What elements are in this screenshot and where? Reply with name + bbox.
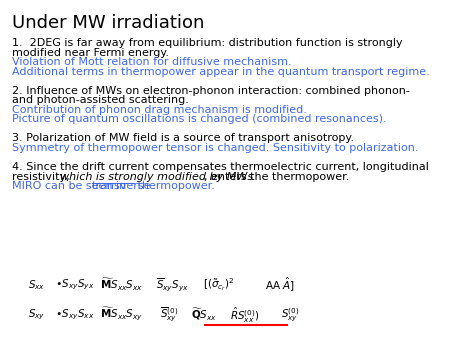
Text: modified near Fermi energy.: modified near Fermi energy. xyxy=(12,48,169,58)
Text: Additional terms in thermopower appear in the quantum transport regime.: Additional terms in thermopower appear i… xyxy=(12,67,429,77)
Text: $\overline{\mathbf{\mathit{S}}}^{(0)}_{xy}$: $\overline{\mathbf{\mathit{S}}}^{(0)}_{x… xyxy=(160,306,178,324)
Text: 2. Influence of MWs on electron-phonon interaction: combined phonon-: 2. Influence of MWs on electron-phonon i… xyxy=(12,86,410,96)
Text: $\mathbf{\mathit{S}}_{xx}$: $\mathbf{\mathit{S}}_{xx}$ xyxy=(28,278,46,292)
Text: $\hat{R}\mathbf{\mathit{S}}^{(0)}_{xx})$: $\hat{R}\mathbf{\mathit{S}}^{(0)}_{xx})$ xyxy=(230,305,259,324)
Text: transverse: transverse xyxy=(92,181,152,191)
Text: $\mathbf{\mathit{S}}_{xy}$: $\mathbf{\mathit{S}}_{xy}$ xyxy=(28,308,46,322)
Text: which is strongly modified by MWs: which is strongly modified by MWs xyxy=(60,171,254,181)
Text: $\mathbf{\mathit{S}}^{(0)}_{xy}$: $\mathbf{\mathit{S}}^{(0)}_{xy}$ xyxy=(281,306,300,323)
Text: and photon-assisted scattering.: and photon-assisted scattering. xyxy=(12,95,189,105)
Text: $\bullet\mathbf{\mathit{S}}_{xy}\mathbf{\mathit{S}}_{yx}$: $\bullet\mathbf{\mathit{S}}_{xy}\mathbf{… xyxy=(55,278,94,292)
Text: resistivity,: resistivity, xyxy=(12,171,73,181)
Text: Picture of quantum oscillations is changed (combined resonances).: Picture of quantum oscillations is chang… xyxy=(12,114,386,125)
Text: $\widetilde{\mathbf{Q}}\mathbf{\mathit{S}}_{xx}$: $\widetilde{\mathbf{Q}}\mathbf{\mathit{S… xyxy=(191,307,217,323)
Text: 1.  2DEG is far away from equilibrium: distribution function is strongly: 1. 2DEG is far away from equilibrium: di… xyxy=(12,38,402,48)
Text: 4. Since the drift current compensates thermoelectric current, longitudinal: 4. Since the drift current compensates t… xyxy=(12,162,428,172)
Text: MIRO can be seen in: MIRO can be seen in xyxy=(12,181,129,191)
Text: $\widetilde{\mathbf{M}}\mathbf{\mathit{S}}_{xx}\mathbf{\mathit{S}}_{xy}$: $\widetilde{\mathbf{M}}\mathbf{\mathit{S… xyxy=(100,306,144,323)
Text: Contribution of phonon drag mechanism is modified.: Contribution of phonon drag mechanism is… xyxy=(12,105,307,115)
Text: thermopower.: thermopower. xyxy=(134,181,215,191)
Text: $\widetilde{\mathbf{M}}\mathbf{\mathit{S}}_{xx}\mathbf{\mathit{S}}_{xx}$: $\widetilde{\mathbf{M}}\mathbf{\mathit{S… xyxy=(100,277,144,293)
Text: Under MW irradiation: Under MW irradiation xyxy=(12,14,204,32)
Text: , enters the thermopower.: , enters the thermopower. xyxy=(203,171,349,181)
Text: 3. Polarization of MW field is a source of transport anisotropy.: 3. Polarization of MW field is a source … xyxy=(12,133,354,143)
Text: $\overline{\mathbf{\mathit{S}}}_{xy}\mathbf{\mathit{S}}_{yx}$: $\overline{\mathbf{\mathit{S}}}_{xy}\mat… xyxy=(156,277,189,294)
Text: Violation of Mott relation for diffusive mechanism.: Violation of Mott relation for diffusive… xyxy=(12,58,292,67)
Text: $\mathrm{AA}\ \hat{A}]$: $\mathrm{AA}\ \hat{A}]$ xyxy=(265,276,295,294)
Text: $[(\tilde{\sigma}_{c_r})^{2}$: $[(\tilde{\sigma}_{c_r})^{2}$ xyxy=(203,277,235,293)
Text: Symmetry of thermopower tensor is changed. Sensitivity to polarization.: Symmetry of thermopower tensor is change… xyxy=(12,143,418,153)
Text: $\bullet\mathbf{\mathit{S}}_{xy}\mathbf{\mathit{S}}_{xx}$: $\bullet\mathbf{\mathit{S}}_{xy}\mathbf{… xyxy=(55,308,94,322)
